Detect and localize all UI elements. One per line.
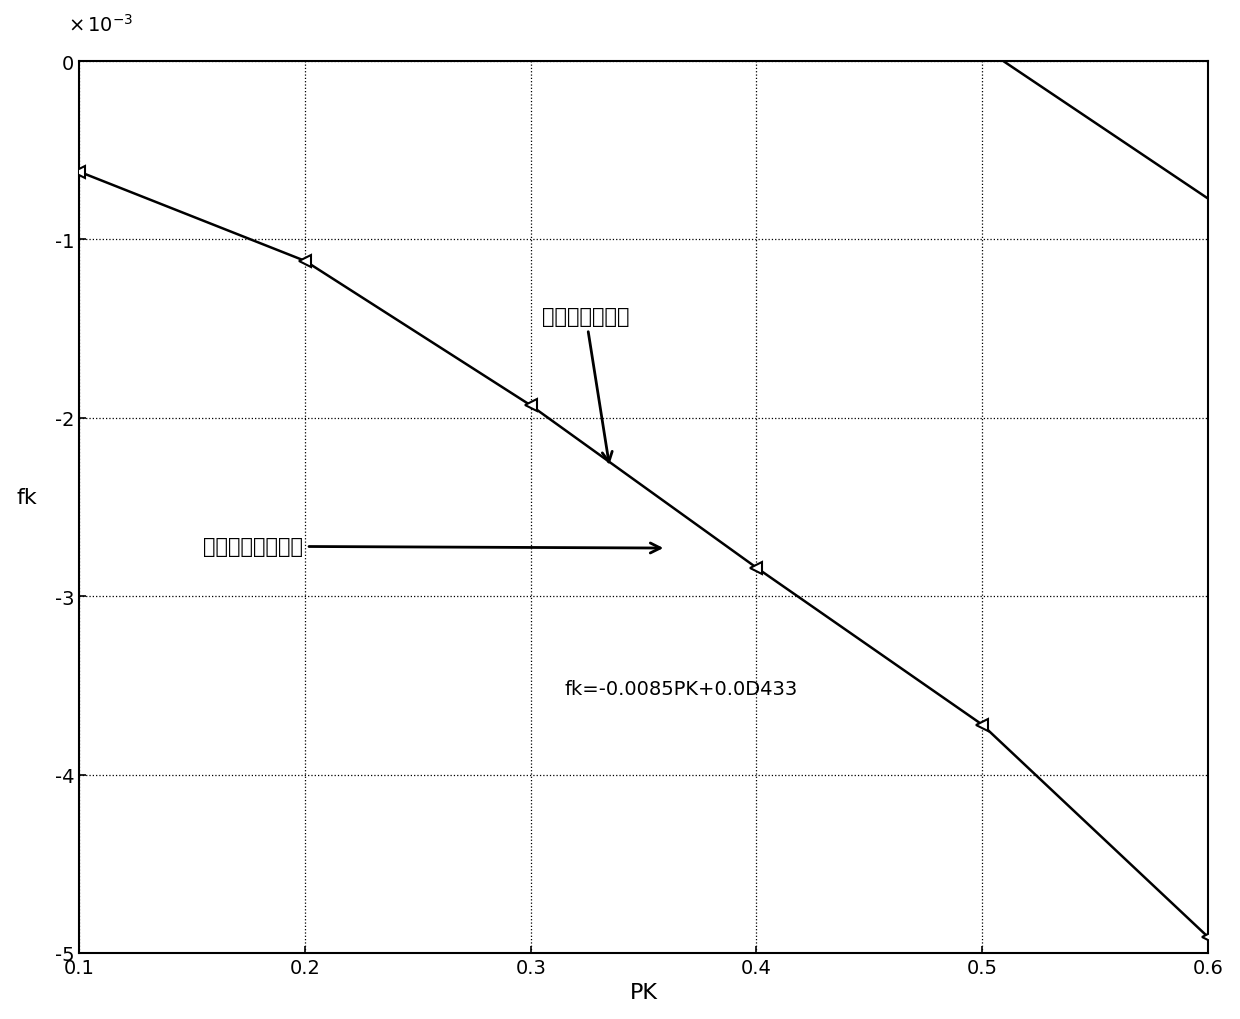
Text: 原始频率变化率: 原始频率变化率 [542,307,630,463]
Y-axis label: fk: fk [16,487,37,507]
Text: 拟合后频率变化率: 拟合后频率变化率 [203,537,660,556]
Text: $\times\,10^{-3}$: $\times\,10^{-3}$ [68,13,134,36]
X-axis label: PK: PK [630,982,657,1003]
Text: fk=-0.0085PK+0.0D433: fk=-0.0085PK+0.0D433 [564,680,797,699]
